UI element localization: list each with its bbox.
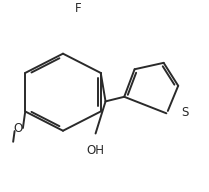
- Text: F: F: [75, 2, 82, 15]
- Text: O: O: [14, 122, 23, 135]
- Text: OH: OH: [86, 144, 104, 157]
- Text: S: S: [181, 106, 189, 119]
